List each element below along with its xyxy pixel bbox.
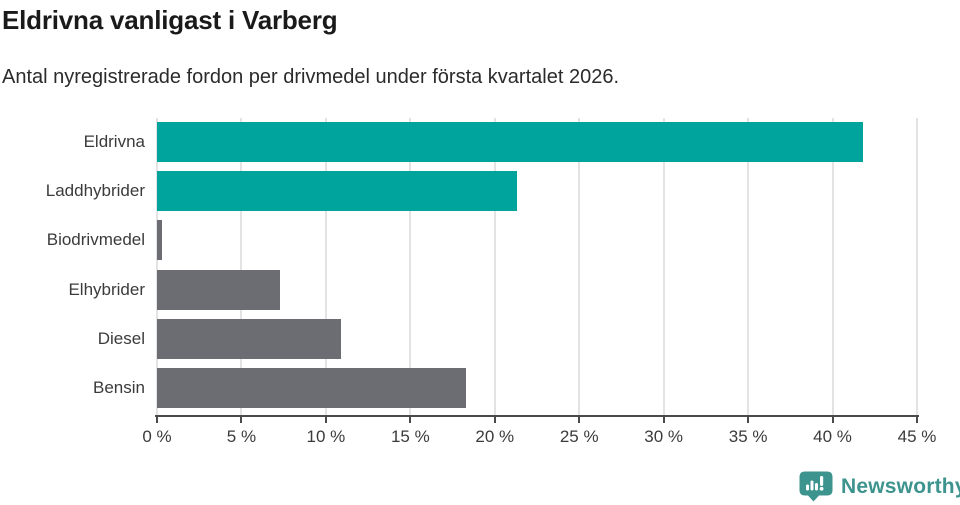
x-axis-tick [240,415,243,423]
x-axis-tick-label: 15 % [390,427,430,446]
x-axis-line [155,415,919,417]
x-axis-tick-label: 0 % [142,427,172,446]
newsworthy-chart-bubble-icon [799,471,833,502]
gridline-0 [156,118,158,415]
x-axis-tick-label: 5 % [226,427,257,446]
x-axis-tick [409,415,412,423]
brand-logo: Newsworthy [799,471,960,502]
category-label: Elhybrider [68,280,145,299]
bar [157,368,467,408]
gridline-15 [409,118,412,415]
x-axis-tick-label: 25 % [559,427,599,446]
bar [157,122,863,162]
x-axis-tick-label: 30 % [644,427,684,446]
x-axis-tick [324,415,327,423]
gridline-20 [493,118,496,415]
gridline-30 [662,118,665,415]
bar [157,270,281,310]
x-axis-tick-label: 45 % [897,427,937,446]
bar [157,171,517,211]
x-axis-tick-label: 10 % [306,427,346,446]
x-axis-tick-label: 40 % [813,427,852,446]
page-subtitle: Antal nyregistrerade fordon per drivmede… [2,66,620,88]
page-title: Eldrivna vanligast i Varberg [2,5,338,35]
x-axis-tick [916,415,918,423]
x-axis-tick-label: 35 % [728,427,768,446]
category-label: Diesel [97,329,145,348]
x-axis-tick [156,415,158,423]
gridline-40 [831,118,834,415]
x-axis-tick [493,415,496,423]
bar [157,220,163,260]
category-label: Laddhybrider [45,181,145,200]
brand-name: Newsworthy [841,474,960,498]
bar [157,319,342,359]
gridline-25 [578,118,581,415]
gridline-35 [747,118,750,415]
x-axis-tick [831,415,834,423]
x-axis-tick [578,415,581,423]
gridline-10 [324,118,327,415]
x-axis-tick [662,415,665,423]
category-label: Bensin [93,378,145,397]
x-axis-tick [747,415,750,423]
category-label: Eldrivna [83,132,145,151]
gridline-5 [240,118,243,415]
gridline-45 [916,118,918,415]
category-label: Biodrivmedel [46,230,145,249]
x-axis-tick-label: 20 % [475,427,515,446]
